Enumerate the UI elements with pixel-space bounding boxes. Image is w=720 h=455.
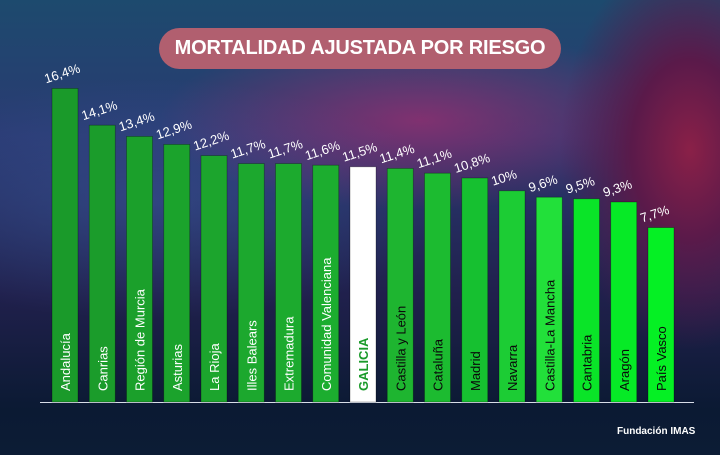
category-label: Madrid bbox=[468, 351, 483, 391]
data-label: 12,2% bbox=[191, 128, 231, 154]
data-label: 11,6% bbox=[303, 138, 342, 163]
bar-canrias bbox=[88, 124, 116, 403]
category-label: Extremadura bbox=[282, 316, 297, 391]
bar-navarra bbox=[498, 190, 526, 403]
category-label: La Rioja bbox=[207, 343, 222, 391]
data-label: 11,5% bbox=[340, 139, 379, 164]
category-label: Castilla y León bbox=[393, 306, 408, 391]
data-label: 11,4% bbox=[378, 141, 417, 166]
data-label: 16,4% bbox=[42, 60, 82, 86]
category-label: Canrias bbox=[95, 346, 110, 391]
chart-title: MORTALIDAD AJUSTADA POR RIESGO bbox=[159, 28, 561, 69]
bar-galicia bbox=[349, 166, 377, 403]
bar-catalu-a bbox=[424, 172, 451, 403]
bar-castilla-y-le-n bbox=[386, 167, 414, 403]
bar-arag-n bbox=[610, 201, 638, 403]
data-label: 13,4% bbox=[117, 108, 157, 134]
bar-comunidad-valenciana bbox=[312, 164, 340, 403]
data-label: 10,8% bbox=[452, 150, 492, 176]
category-label: País Vasco bbox=[654, 326, 669, 391]
data-label: 10% bbox=[489, 166, 519, 188]
category-label: Castilla-La Mancha bbox=[542, 279, 557, 391]
bar-illes-balears bbox=[237, 163, 265, 403]
bar-asturias bbox=[163, 143, 191, 403]
data-label: 11,1% bbox=[415, 146, 454, 171]
bar-pa-s-vasco bbox=[647, 227, 675, 403]
data-label: 11,7% bbox=[229, 136, 268, 161]
data-label: 9,5% bbox=[564, 173, 597, 197]
data-label: 9,3% bbox=[601, 176, 634, 200]
bar-extremadura bbox=[275, 163, 302, 403]
category-label: Región de Murcia bbox=[133, 288, 148, 391]
data-label: 12,9% bbox=[154, 116, 194, 142]
bar-madrid bbox=[461, 177, 489, 403]
category-label: Illes Balears bbox=[244, 320, 259, 391]
category-label: Navarra bbox=[505, 344, 520, 391]
bar-regi-n-de-murcia bbox=[126, 135, 153, 403]
bar-cantabria bbox=[573, 198, 600, 403]
category-label: Aragón bbox=[617, 349, 632, 391]
bar-castilla-la-mancha bbox=[535, 196, 563, 403]
category-label: Cantabria bbox=[580, 334, 595, 391]
footer-credit: Fundación IMAS bbox=[617, 426, 696, 437]
bar-la-rioja bbox=[200, 155, 228, 403]
category-label: Cataluña bbox=[431, 338, 446, 391]
category-label: Asturias bbox=[170, 344, 185, 391]
data-label: 14,1% bbox=[80, 97, 120, 123]
data-label: 9,6% bbox=[527, 171, 560, 195]
category-label: Comunidad Valenciana bbox=[319, 257, 334, 391]
bar-andaluc-a bbox=[51, 88, 79, 403]
category-label: Andalucía bbox=[58, 332, 73, 391]
data-label: 11,7% bbox=[266, 136, 305, 161]
category-label: GALICIA bbox=[356, 337, 371, 391]
data-label: 7,7% bbox=[638, 202, 671, 226]
